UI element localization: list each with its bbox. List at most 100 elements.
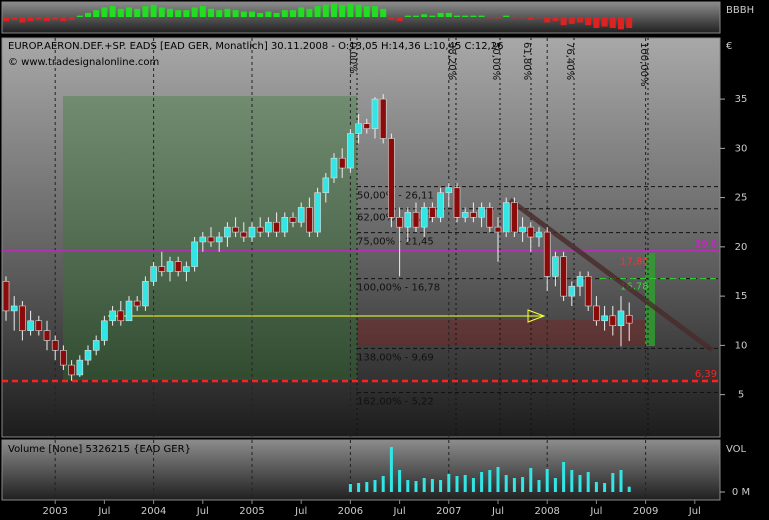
candle-body [593, 305, 600, 322]
candle-body [519, 226, 526, 233]
candle-body [10, 305, 18, 312]
indicator-bar [306, 8, 313, 17]
indicator-bar [552, 17, 559, 22]
candle-body [117, 310, 125, 322]
indicator-bar [60, 17, 67, 22]
candle-body [248, 226, 256, 238]
indicator-bar [544, 17, 551, 23]
indicator-bar [19, 17, 26, 23]
candle-body [347, 133, 354, 169]
candle-body [19, 305, 26, 331]
candle-body [297, 207, 305, 223]
indicator-bar [601, 17, 608, 27]
indicator-bar [437, 12, 444, 17]
candle-body [281, 217, 289, 233]
indicator-bar [150, 4, 157, 18]
candle-body [429, 207, 436, 218]
indicator-bar [216, 10, 223, 17]
candle-body [289, 217, 297, 223]
indicator-bar [470, 15, 477, 17]
indicator-bar [577, 17, 583, 23]
volume-bar [447, 474, 451, 492]
candle-body [363, 123, 371, 129]
x-tick-label: 2005 [239, 506, 264, 517]
indicator-bar [413, 15, 419, 17]
candle-body [256, 226, 264, 233]
indicator-bar [331, 3, 337, 18]
indicator-bar [404, 15, 411, 17]
indicator-bar [257, 12, 264, 17]
candle-body [535, 231, 543, 238]
x-tick-label: 2006 [338, 506, 363, 517]
x-tick-label: Jul [294, 506, 307, 517]
volume-bar [627, 486, 631, 492]
volume-bar [463, 475, 467, 492]
candle-body [355, 123, 362, 134]
volume-bar [537, 480, 541, 492]
volume-bar [348, 484, 352, 492]
main-panel [1, 37, 721, 438]
indicator-bar [44, 17, 50, 22]
volume-bar [439, 480, 443, 492]
arrow-head [527, 309, 546, 323]
fib-time-label: 100,00% [638, 42, 649, 87]
volume-axis-label: VOL [726, 444, 747, 455]
candle-body [543, 231, 551, 277]
level-label: 16,78 [620, 282, 649, 293]
candle-body [379, 98, 387, 139]
volume-bar [381, 476, 385, 492]
candle-body [27, 320, 34, 331]
candle-body [232, 226, 239, 233]
indicator-bar [486, 17, 493, 19]
candle-body [470, 212, 477, 218]
indicator-bar [585, 17, 592, 26]
header: EUROP.AERON.DEF.+SP. EADS [EAD GER, Mona… [8, 41, 503, 52]
fib-level-label: 62,00% - 23,87 [357, 213, 434, 224]
x-tick-label: Jul [688, 506, 701, 517]
volume-panel [1, 439, 721, 501]
candle-body [494, 226, 502, 233]
indicator-bar [396, 17, 403, 22]
candle-body [412, 212, 420, 228]
candle-body [314, 192, 321, 233]
candle-body [207, 236, 215, 243]
indicator-bar [183, 10, 190, 17]
indicator-bar [462, 15, 469, 17]
candle-body [142, 281, 149, 307]
indicator-bar [298, 7, 305, 17]
indicator-bar [626, 17, 633, 28]
indicator-bar [527, 17, 534, 20]
volume-bar [529, 468, 533, 492]
fib-level-label: 50,00% - 26,11 [357, 191, 434, 202]
volume-bar [619, 470, 623, 492]
green-box [645, 253, 655, 346]
x-tick-label: Jul [196, 506, 209, 517]
indicator-bar [52, 17, 59, 20]
candle-body [43, 330, 51, 341]
volume-bar [545, 469, 549, 492]
indicator-bar [93, 10, 100, 17]
volume-bar [512, 478, 516, 492]
indicator-bar [339, 4, 346, 18]
indicator-bar [68, 17, 75, 20]
indicator-bar [511, 17, 518, 19]
indicator-bar [199, 6, 206, 17]
indicator-bar [109, 6, 116, 17]
volume-bar [455, 476, 459, 492]
level-label: 17,80 [620, 257, 649, 268]
indicator-bar [126, 7, 132, 17]
indicator-bar [273, 12, 280, 17]
indicator-bar [454, 15, 460, 17]
source: © www.tradesignalonline.com [8, 57, 159, 68]
volume-bar [422, 478, 426, 492]
candle-body [306, 207, 313, 233]
candle-body [404, 212, 412, 228]
indicator-bar [167, 8, 173, 17]
candle-body [617, 310, 625, 326]
indicator-bar [314, 6, 321, 17]
volume-bar [414, 481, 418, 492]
indicator-bar [347, 3, 354, 18]
indicator-bar [618, 17, 624, 30]
main-plot: 0,00% 38,20% 50,00% 61,80% 76,40% 100,00% 50,0… [2, 38, 720, 437]
indicator-bar [281, 10, 288, 17]
